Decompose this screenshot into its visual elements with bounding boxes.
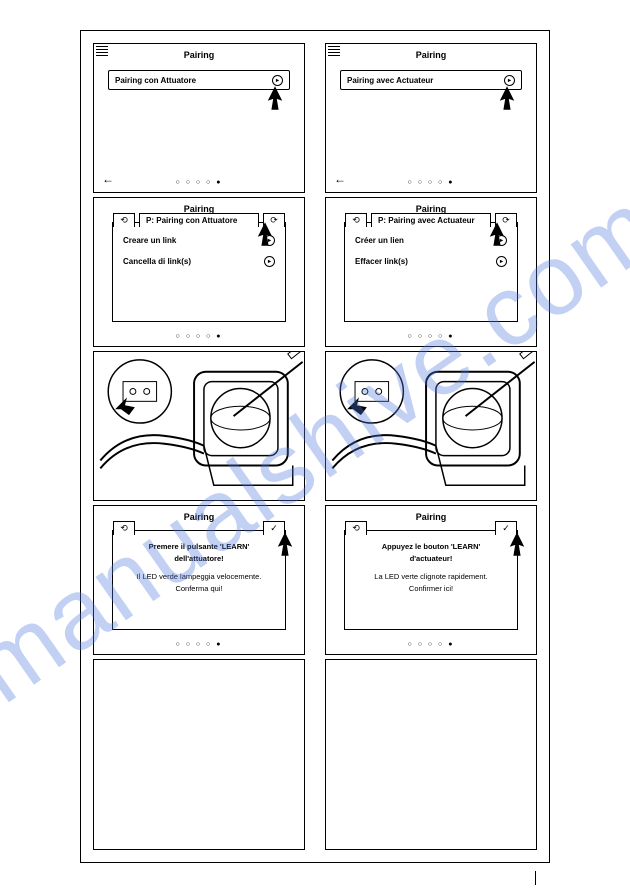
columns: Pairing Pairing con Attuatore ▸ ← ○ ○ ○ …: [81, 31, 549, 862]
page-number-bar: [535, 871, 542, 885]
panel-l2: Pairing ⟲ P: Pairing con Attuatore ⟳ Cre…: [93, 197, 305, 347]
modal-title-tab: P: Pairing avec Actuateur: [371, 213, 491, 227]
back-tab[interactable]: ⟲: [113, 213, 135, 227]
panel-title: Pairing: [326, 506, 536, 522]
delete-link-row[interactable]: Cancella di link(s) ▸: [123, 256, 275, 267]
page-dots: ○ ○ ○ ○ ●: [94, 333, 304, 340]
panel-r3-device: [325, 351, 537, 501]
pointer-arrow-icon: [488, 222, 506, 246]
back-tab[interactable]: ⟲: [113, 521, 135, 535]
pointer-arrow-icon: [276, 532, 294, 556]
confirm-text: Premere il pulsante 'LEARN' dell'attuato…: [113, 531, 285, 605]
modal: ⟲ ✓ Appuyez le bouton 'LEARN' d'actuateu…: [344, 530, 518, 630]
pairing-option-row[interactable]: Pairing avec Actuateur ▸: [340, 70, 522, 90]
panel-title: Pairing: [94, 44, 304, 60]
page-dots: ○ ○ ○ ○ ●: [94, 179, 304, 186]
pointer-arrow-icon: [266, 86, 284, 110]
pointer-arrow-icon: [498, 86, 516, 110]
modal: ⟲ ✓ Premere il pulsante 'LEARN' dell'att…: [112, 530, 286, 630]
page-dots: ○ ○ ○ ○ ●: [326, 641, 536, 648]
panel-title: Pairing: [94, 506, 304, 522]
back-tab[interactable]: ⟲: [345, 521, 367, 535]
panel-l1: Pairing Pairing con Attuatore ▸ ← ○ ○ ○ …: [93, 43, 305, 193]
modal-tabs: ⟲ ✓: [345, 521, 517, 535]
pointer-arrow-icon: [256, 222, 274, 246]
panel-r1: Pairing Pairing avec Actuateur ▸ ← ○ ○ ○…: [325, 43, 537, 193]
modal-title-tab: P: Pairing con Attuatore: [139, 213, 259, 227]
panel-l3-device: [93, 351, 305, 501]
page-dots: ○ ○ ○ ○ ●: [326, 179, 536, 186]
option-label: Pairing con Attuatore: [115, 76, 196, 85]
panel-l5-empty: [93, 659, 305, 850]
device-illustration: [94, 352, 304, 500]
go-icon[interactable]: ▸: [272, 75, 283, 86]
page-dots: ○ ○ ○ ○ ●: [326, 333, 536, 340]
modal-tabs: ⟲ ✓: [113, 521, 285, 535]
pointer-arrow-icon: [508, 532, 526, 556]
panel-title: Pairing: [326, 44, 536, 60]
create-link-row[interactable]: Creare un link ▸: [123, 235, 275, 246]
panel-r5-empty: [325, 659, 537, 850]
panel-l4: Pairing ⟲ ✓ Premere il pulsante 'LEARN' …: [93, 505, 305, 655]
confirm-text: Appuyez le bouton 'LEARN' d'actuateur! L…: [345, 531, 517, 605]
panel-title: Pairing: [94, 198, 304, 214]
page-border: Pairing Pairing con Attuatore ▸ ← ○ ○ ○ …: [80, 30, 550, 863]
panel-title: Pairing: [326, 198, 536, 214]
page-dots: ○ ○ ○ ○ ●: [94, 641, 304, 648]
menu-icon[interactable]: [328, 46, 340, 58]
left-column: Pairing Pairing con Attuatore ▸ ← ○ ○ ○ …: [93, 43, 305, 850]
panel-r2: Pairing ⟲ P: Pairing avec Actuateur ⟳ Cr…: [325, 197, 537, 347]
panel-r4: Pairing ⟲ ✓ Appuyez le bouton 'LEARN' d'…: [325, 505, 537, 655]
delete-link-row[interactable]: Effacer link(s) ▸: [355, 256, 507, 267]
pairing-option-row[interactable]: Pairing con Attuatore ▸: [108, 70, 290, 90]
menu-icon[interactable]: [96, 46, 108, 58]
go-icon[interactable]: ▸: [504, 75, 515, 86]
right-column: Pairing Pairing avec Actuateur ▸ ← ○ ○ ○…: [325, 43, 537, 850]
option-label: Pairing avec Actuateur: [347, 76, 433, 85]
go-icon[interactable]: ▸: [264, 256, 275, 267]
go-icon[interactable]: ▸: [496, 256, 507, 267]
back-tab[interactable]: ⟲: [345, 213, 367, 227]
device-illustration: [326, 352, 536, 500]
create-link-row[interactable]: Créer un lien ▸: [355, 235, 507, 246]
